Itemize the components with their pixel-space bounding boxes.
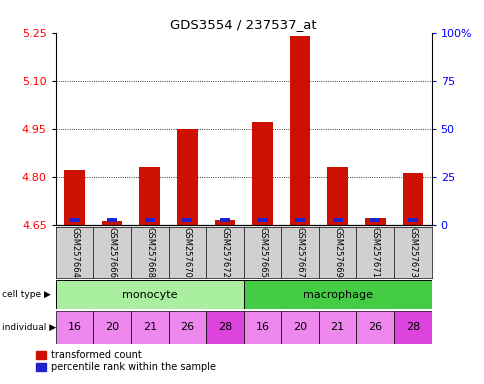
Text: individual ▶: individual ▶: [2, 323, 57, 332]
Bar: [56, 280, 243, 309]
Bar: [144, 218, 154, 222]
Bar: [56, 311, 93, 344]
Text: GSM257667: GSM257667: [295, 227, 304, 278]
Bar: [93, 311, 131, 344]
Text: GSM257668: GSM257668: [145, 227, 154, 278]
Text: GSM257666: GSM257666: [107, 227, 117, 278]
Text: GSM257671: GSM257671: [370, 227, 379, 278]
Bar: [131, 311, 168, 344]
Bar: [243, 311, 281, 344]
Text: GSM257670: GSM257670: [182, 227, 192, 278]
Bar: [407, 218, 417, 222]
Bar: [219, 218, 229, 222]
Text: 21: 21: [330, 322, 344, 333]
Bar: [214, 220, 235, 225]
Text: macrophage: macrophage: [302, 290, 372, 300]
Bar: [257, 218, 267, 222]
Bar: [393, 311, 431, 344]
Text: cell type ▶: cell type ▶: [2, 290, 51, 299]
Bar: [318, 311, 356, 344]
Bar: [364, 218, 385, 225]
Text: 21: 21: [142, 322, 156, 333]
Bar: [294, 218, 304, 222]
Text: GSM257672: GSM257672: [220, 227, 229, 278]
Bar: [332, 218, 342, 222]
Bar: [69, 218, 79, 222]
Bar: [252, 122, 272, 225]
Bar: [182, 218, 192, 222]
Legend: transformed count, percentile rank within the sample: transformed count, percentile rank withi…: [36, 351, 215, 372]
Bar: [289, 36, 310, 225]
Text: GSM257673: GSM257673: [408, 227, 417, 278]
Text: 26: 26: [367, 322, 381, 333]
Bar: [102, 222, 122, 225]
Text: 16: 16: [67, 322, 81, 333]
Bar: [139, 167, 160, 225]
Bar: [369, 218, 379, 222]
Text: GSM257669: GSM257669: [333, 227, 342, 278]
Bar: [281, 311, 318, 344]
Text: 28: 28: [405, 322, 419, 333]
Bar: [327, 167, 348, 225]
Bar: [243, 280, 431, 309]
Bar: [206, 311, 243, 344]
Title: GDS3554 / 237537_at: GDS3554 / 237537_at: [170, 18, 317, 31]
Text: 20: 20: [105, 322, 119, 333]
Bar: [402, 174, 423, 225]
Bar: [107, 218, 117, 222]
Bar: [64, 170, 85, 225]
Text: 28: 28: [217, 322, 231, 333]
Bar: [356, 311, 393, 344]
Text: monocyte: monocyte: [122, 290, 177, 300]
Text: GSM257664: GSM257664: [70, 227, 79, 278]
Bar: [177, 129, 197, 225]
Text: 20: 20: [292, 322, 306, 333]
Bar: [168, 311, 206, 344]
Text: GSM257665: GSM257665: [257, 227, 267, 278]
Text: 26: 26: [180, 322, 194, 333]
Text: 16: 16: [255, 322, 269, 333]
